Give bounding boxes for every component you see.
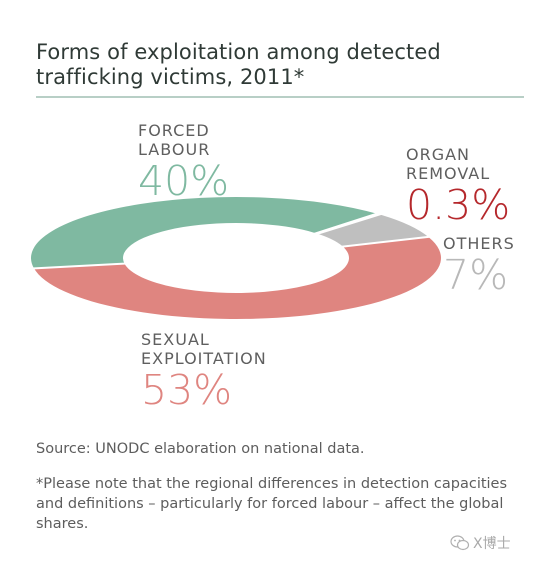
value-sexual-exploitation: 53% [141, 366, 233, 414]
donut-slice-forced [31, 196, 379, 269]
label-others-line1: OTHERS [443, 234, 515, 253]
label-others: OTHERS 7% [443, 234, 515, 297]
watermark: X博士 [450, 533, 511, 553]
value-forced-labour: 40% [138, 157, 230, 205]
label-organ-removal-line1: ORGAN [406, 145, 471, 164]
watermark-text: X博士 [473, 536, 511, 552]
chart-title-line1: Forms of exploitation among detected [36, 40, 441, 64]
title-divider [36, 96, 524, 98]
label-organ-removal-line2: REMOVAL [406, 164, 491, 183]
donut-slice-sexual [33, 237, 442, 319]
wechat-icon [450, 535, 470, 551]
slice-separator [312, 211, 381, 236]
label-organ-removal: ORGAN REMOVAL 0.3% [406, 145, 510, 227]
label-forced-labour-line1: FORCED [138, 121, 210, 140]
source-text: Source: UNODC elaboration on national da… [36, 441, 365, 457]
donut-slice-others [316, 214, 429, 247]
slice-separator [314, 212, 383, 236]
label-sexual-exploitation-line1: SEXUAL [141, 330, 210, 349]
label-forced-labour: FORCED LABOUR 40% [138, 121, 229, 203]
slice-separator [31, 262, 127, 270]
label-sexual-exploitation: SEXUAL EXPLOITATION 53% [141, 330, 267, 412]
label-forced-labour-line2: LABOUR [138, 140, 211, 159]
slice-separator [340, 235, 431, 248]
footnote-text: *Please note that the regional differenc… [36, 476, 508, 532]
label-sexual-exploitation-line2: EXPLOITATION [141, 349, 267, 368]
chart-title: Forms of exploitation among detected tra… [36, 40, 441, 90]
value-organ-removal: 0.3% [406, 181, 511, 229]
value-others: 7% [443, 251, 509, 299]
chart-title-line2: trafficking victims, 2011* [36, 65, 305, 89]
